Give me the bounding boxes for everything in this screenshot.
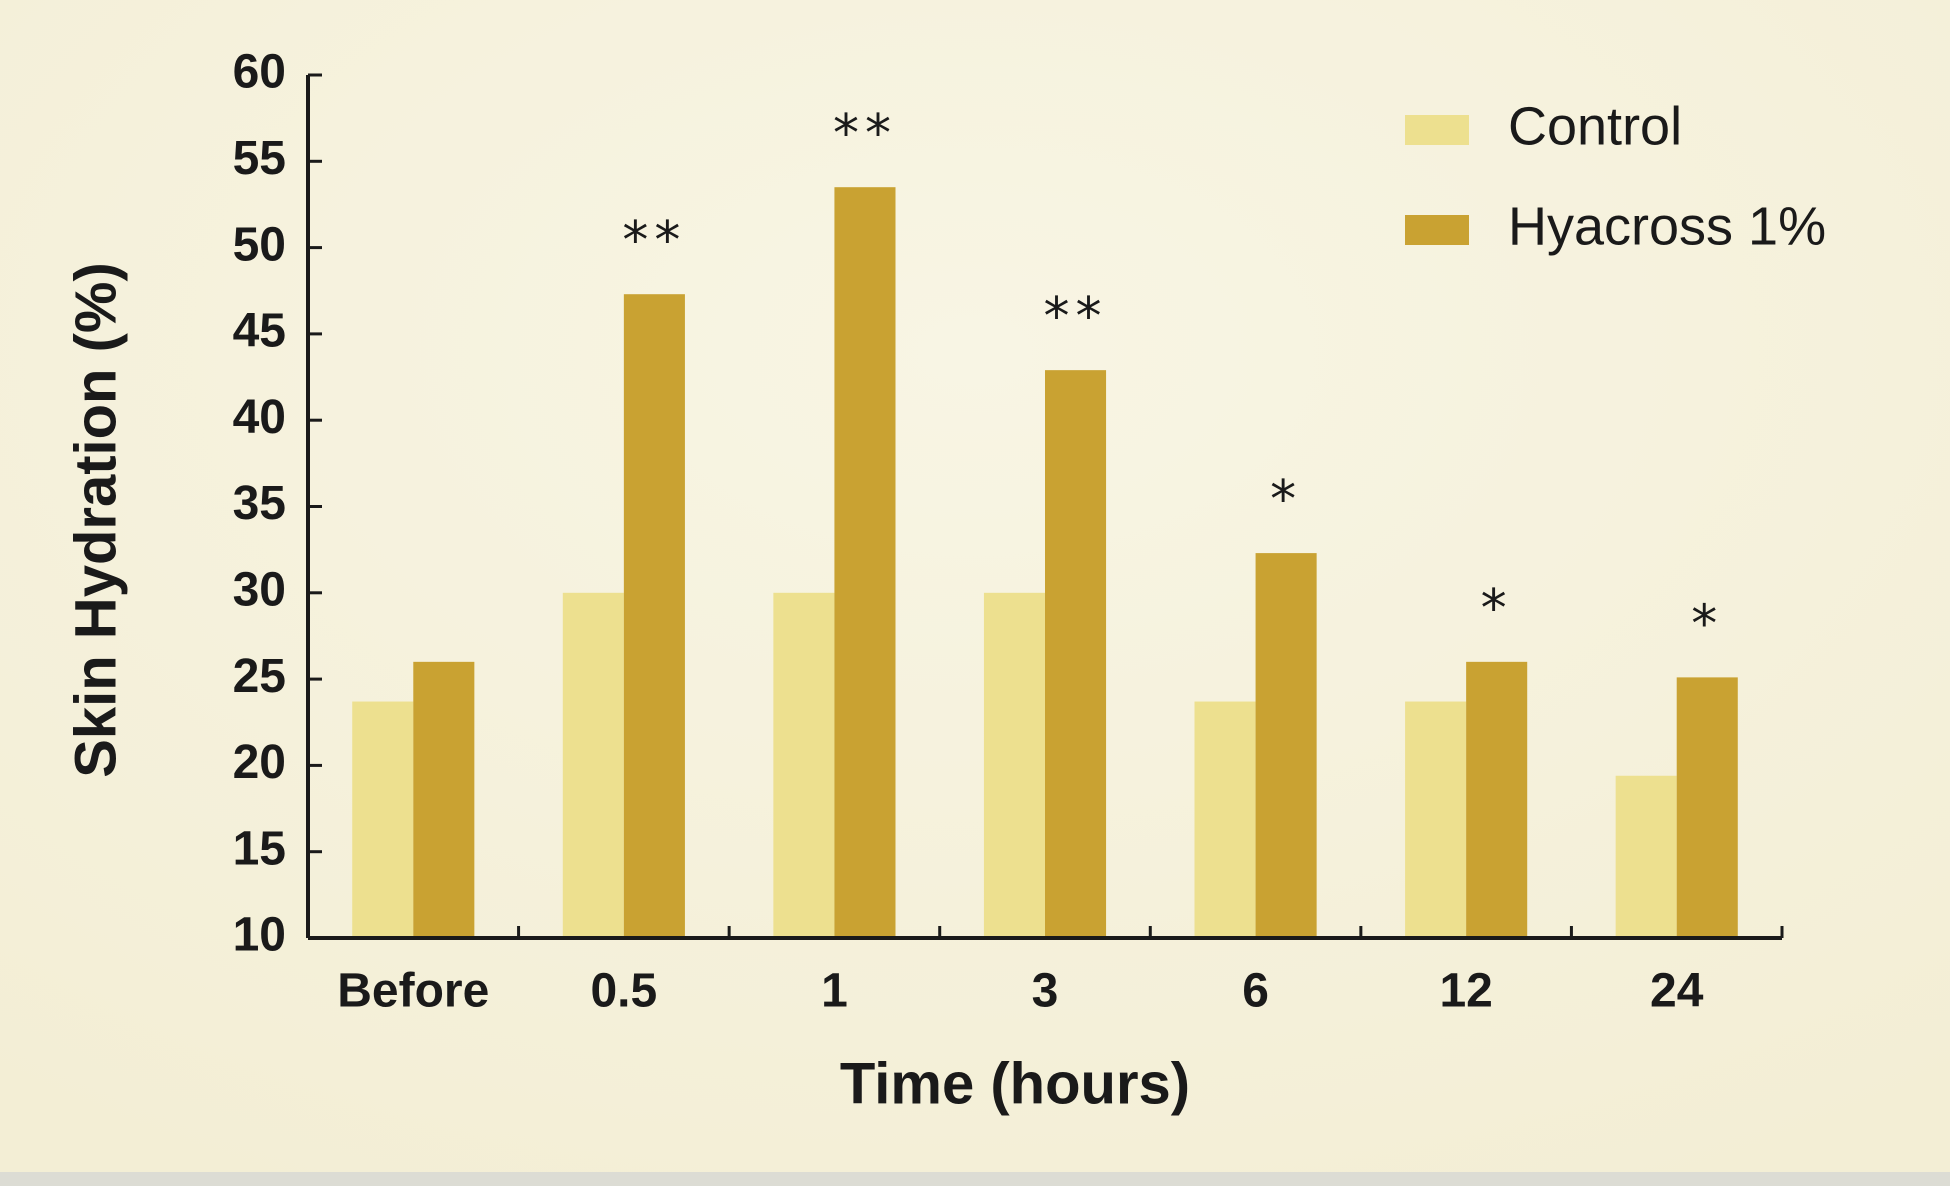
bar [1194, 701, 1256, 938]
x-tick-label: 1 [821, 965, 848, 1018]
bar [1615, 775, 1677, 938]
x-axis-title: Time (hours) [840, 1051, 1190, 1116]
x-tick-label: 24 [1650, 965, 1704, 1018]
bar [413, 661, 475, 938]
significance-label: ** [833, 104, 897, 164]
y-tick-label: 50 [233, 218, 286, 271]
y-tick-label: 55 [233, 132, 286, 185]
bar [1676, 677, 1738, 938]
legend-swatch [1405, 115, 1469, 145]
y-axis-title: Skin Hydration (%) [63, 262, 128, 778]
x-tick-label: 3 [1032, 965, 1059, 1018]
bar [623, 294, 685, 938]
bar [983, 592, 1045, 938]
y-tick-label: 25 [233, 650, 286, 703]
bar [1045, 370, 1107, 938]
legend-label: Hyacross 1% [1508, 196, 1826, 256]
bar [1405, 701, 1467, 938]
bar [1255, 553, 1317, 938]
y-tick-label: 45 [233, 305, 286, 358]
significance-label: * [1481, 579, 1513, 639]
bottom-strip [0, 1172, 1950, 1186]
x-tick-label: 6 [1242, 965, 1269, 1018]
y-tick-label: 60 [233, 46, 286, 99]
y-tick-label: 35 [233, 477, 286, 530]
x-tick-label: Before [337, 965, 489, 1018]
bar [773, 592, 835, 938]
significance-label: * [1270, 470, 1302, 530]
x-tick-label: 12 [1439, 965, 1492, 1018]
bar [352, 701, 414, 938]
significance-label: ** [1044, 287, 1108, 347]
bar [834, 187, 896, 938]
y-tick-label: 20 [233, 736, 286, 789]
significance-label: * [1691, 594, 1723, 654]
y-tick-label: 40 [233, 391, 286, 444]
y-tick-label: 30 [233, 563, 286, 616]
x-tick-label: 0.5 [590, 965, 657, 1018]
legend-swatch [1405, 215, 1469, 245]
significance-label: ** [622, 211, 686, 271]
bar [1466, 661, 1528, 938]
legend-label: Control [1508, 96, 1682, 156]
y-tick-label: 10 [233, 909, 286, 962]
bar [562, 592, 624, 938]
y-tick-label: 15 [233, 822, 286, 875]
